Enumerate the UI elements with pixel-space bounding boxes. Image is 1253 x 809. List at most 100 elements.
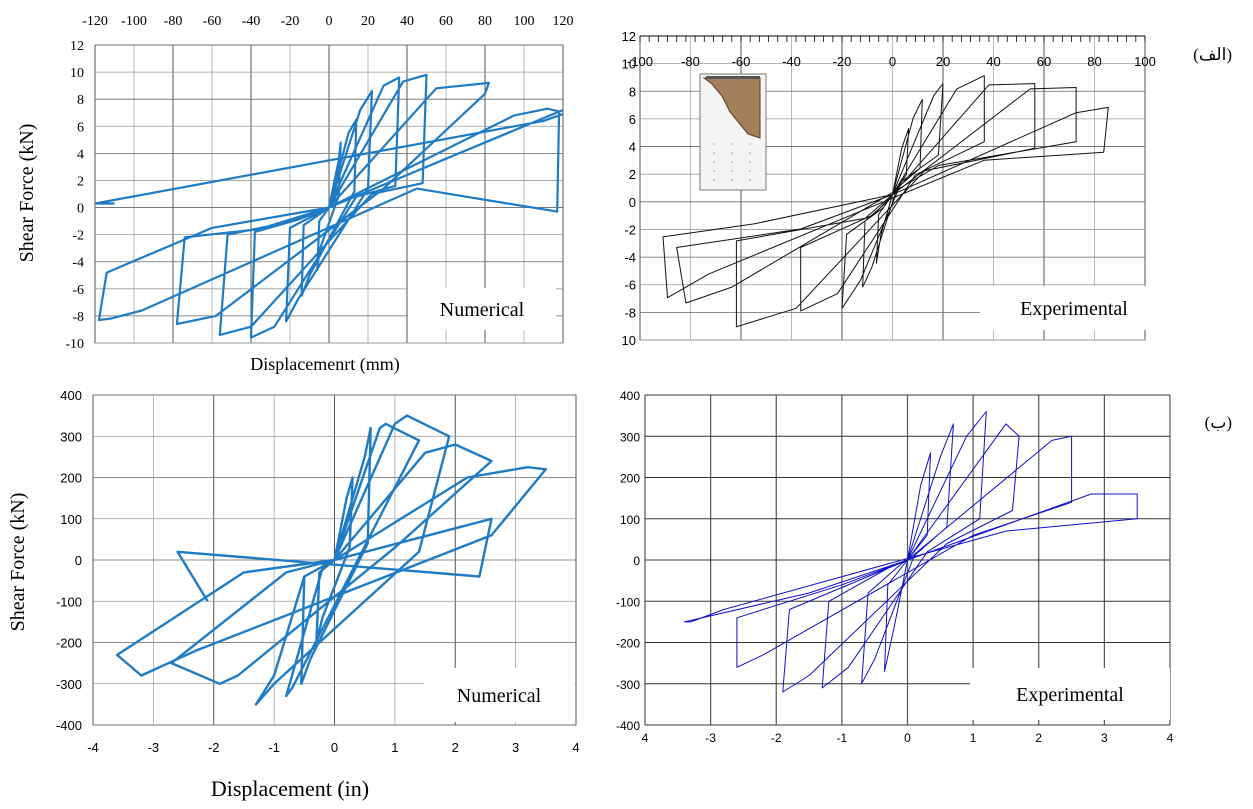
x-tick-label: 60 <box>1037 54 1051 69</box>
x-tick-label: 100 <box>1134 54 1156 69</box>
x-axis-title: Displacemenrt (mm) <box>250 354 399 375</box>
x-tick-label: 80 <box>478 14 492 29</box>
specimen-dot <box>731 143 733 145</box>
y-tick-label: 200 <box>620 472 640 486</box>
x-tick-label: -4 <box>87 740 99 755</box>
x-tick-label: 120 <box>553 14 574 29</box>
x-tick-label: -3 <box>148 740 160 755</box>
x-tick-label: 60 <box>439 14 453 29</box>
y-tick-label: -4 <box>624 250 636 265</box>
specimen-dot <box>749 170 751 172</box>
x-tick-label: -20 <box>833 54 852 69</box>
y-tick-label: -6 <box>72 283 84 298</box>
chart-bottom-experimental <box>644 394 1171 726</box>
x-tick-label: -100 <box>627 54 653 69</box>
specimen-dot <box>731 161 733 163</box>
x-tick-label: -40 <box>242 14 261 29</box>
specimen-dot <box>731 170 733 172</box>
series-line-bottom-experimental <box>683 411 1138 693</box>
y-tick-label: -8 <box>624 305 636 320</box>
x-axis-title: Displacement (in) <box>211 776 369 801</box>
y-tick-label: 8 <box>77 93 84 108</box>
y-axis-title: Shear Force (kN) <box>7 493 29 632</box>
y-tick-label: -400 <box>56 718 82 733</box>
y-tick-label: 0 <box>633 554 640 568</box>
legend-label: Numerical <box>457 685 542 707</box>
x-tick-label: 0 <box>889 54 896 69</box>
y-tick-label: 400 <box>60 388 82 403</box>
specimen-dot <box>713 152 715 154</box>
y-tick-label: 0 <box>629 195 636 210</box>
y-tick-label: 12 <box>70 39 84 54</box>
x-tick-label: 40 <box>400 14 414 29</box>
y-tick-label: 4 <box>629 140 636 155</box>
x-tick-label: 3 <box>512 740 519 755</box>
y-tick-label: 4 <box>77 147 84 162</box>
panel-label-a: (الف) <box>1193 45 1232 64</box>
y-tick-label: -100 <box>616 595 640 609</box>
legend-label: Numerical <box>440 299 525 321</box>
x-tick-label: -2 <box>208 740 220 755</box>
y-tick-label: -6 <box>624 278 636 293</box>
specimen-dot <box>713 179 715 181</box>
x-tick-label: -2 <box>771 731 782 745</box>
y-tick-label: 0 <box>77 202 84 217</box>
y-tick-label: -2 <box>72 229 84 244</box>
x-tick-label: 1 <box>391 740 398 755</box>
panel-label-b: (ب) <box>1205 413 1232 432</box>
y-tick-label: -200 <box>56 636 82 651</box>
y-tick-label: 100 <box>60 512 82 527</box>
specimen-dot <box>749 161 751 163</box>
specimen-dot <box>749 152 751 154</box>
y-tick-label: 10 <box>622 57 636 72</box>
legend-box <box>408 288 556 330</box>
chart-bottom-numerical <box>92 394 577 726</box>
x-tick-label: -3 <box>705 731 716 745</box>
series-line-top-experimental <box>662 75 1109 328</box>
y-tick-label: -200 <box>616 637 640 651</box>
legend-box <box>424 668 574 722</box>
x-tick-label: 40 <box>986 54 1000 69</box>
x-tick-label: 2 <box>1035 731 1042 745</box>
y-tick-label: -100 <box>56 594 82 609</box>
legend-box <box>980 286 1168 330</box>
specimen-top-beam <box>706 76 760 79</box>
x-tick-label: 80 <box>1087 54 1101 69</box>
x-tick-label: -80 <box>681 54 700 69</box>
x-tick-label: 20 <box>936 54 950 69</box>
x-tick-label: 0 <box>331 740 338 755</box>
y-tick-label: -4 <box>72 256 84 271</box>
y-tick-label: 2 <box>629 167 636 182</box>
y-tick-label: 10 <box>622 333 636 348</box>
x-tick-label: -20 <box>281 14 300 29</box>
legend-label: Experimental <box>1020 298 1128 320</box>
y-tick-label: -300 <box>56 677 82 692</box>
series-line-bottom-numerical <box>115 414 547 706</box>
y-tick-label: 8 <box>629 84 636 99</box>
x-tick-label: -40 <box>782 54 801 69</box>
series-line-top-numerical <box>95 73 563 339</box>
x-tick-label: 2 <box>452 740 459 755</box>
specimen-dot <box>749 179 751 181</box>
legend-label: Experimental <box>1016 684 1124 706</box>
x-tick-label: 3 <box>1101 731 1108 745</box>
x-tick-label: -60 <box>203 14 222 29</box>
y-tick-label: -10 <box>65 337 84 352</box>
specimen-dot <box>713 143 715 145</box>
specimen-dot <box>731 179 733 181</box>
y-tick-label: 300 <box>60 429 82 444</box>
legend-box <box>970 668 1170 720</box>
x-tick-label: 4 <box>1167 731 1174 745</box>
x-tick-label: -120 <box>82 14 108 29</box>
x-tick-label: 4 <box>572 740 579 755</box>
x-tick-label: -100 <box>121 14 147 29</box>
y-tick-label: 6 <box>77 120 84 135</box>
y-tick-label: 2 <box>77 174 84 189</box>
y-tick-label: 400 <box>620 389 640 403</box>
y-tick-label: -2 <box>624 222 636 237</box>
specimen-dot <box>713 161 715 163</box>
x-tick-label: 1 <box>970 731 977 745</box>
specimen-damage <box>702 77 761 139</box>
y-tick-label: 0 <box>75 553 82 568</box>
specimen-dot <box>749 143 751 145</box>
